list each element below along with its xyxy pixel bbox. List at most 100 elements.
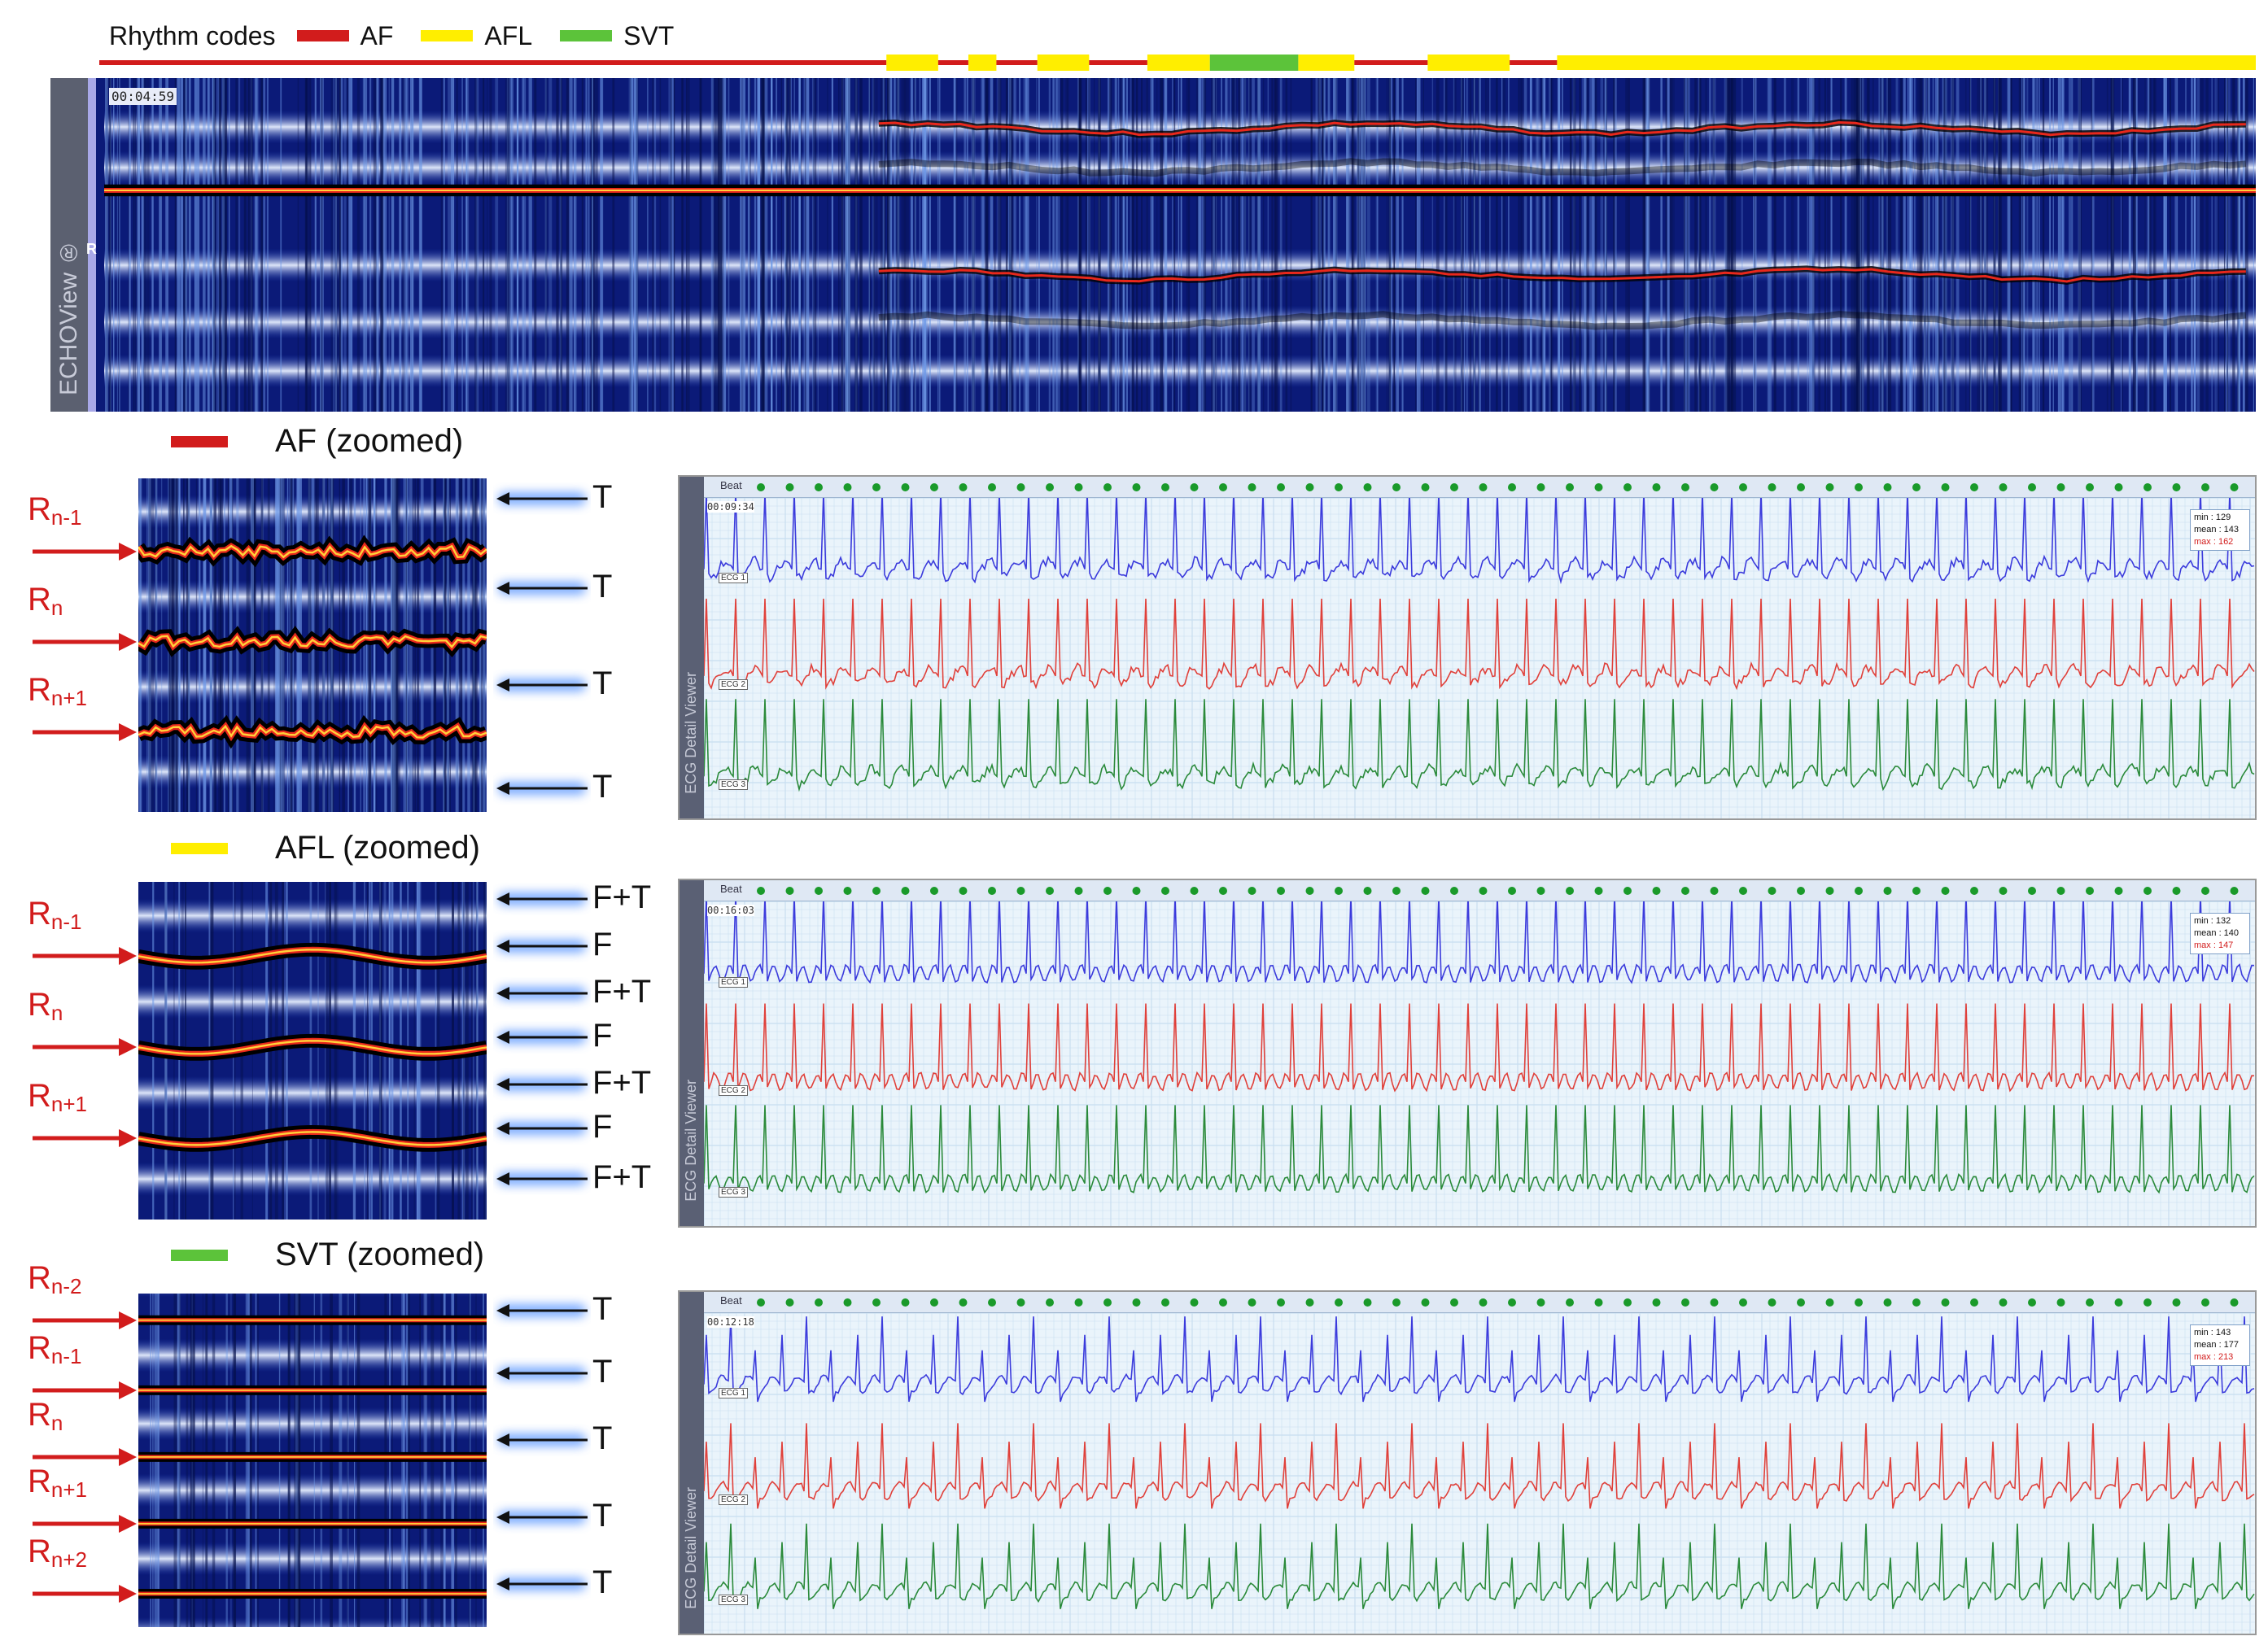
r-arrow-icon xyxy=(33,1447,137,1466)
zoomed-echo-svg xyxy=(138,1294,487,1627)
r-label: Rn+1 xyxy=(28,1078,87,1117)
beat-label: Beat xyxy=(720,1294,742,1307)
zoomed-echo-image xyxy=(138,1294,487,1627)
r-label: Rn xyxy=(28,581,63,620)
r-label: Rn+1 xyxy=(28,1463,87,1502)
ecg-trace-lead xyxy=(703,598,2255,691)
ecg-viewer-title: ECG Detail Viewer xyxy=(683,672,699,794)
rhythm-segment-af xyxy=(1354,60,1428,65)
stat-max: max : 147 xyxy=(2194,940,2234,950)
ecg-grid xyxy=(703,1312,2255,1634)
echoview-brand: ECHOView ® xyxy=(55,238,82,396)
zoomed-echo-image xyxy=(138,882,487,1220)
wave-label: F+T xyxy=(592,879,652,915)
wave-arrow-icon xyxy=(496,1303,588,1317)
legend-swatch-af xyxy=(296,30,349,41)
echoview-sidebar: ECHOView ® xyxy=(50,78,96,412)
beat-markers xyxy=(757,887,2239,895)
panel-swatch xyxy=(171,842,228,854)
legend-label-af: AF xyxy=(360,20,394,50)
zoomed-echo-svg xyxy=(138,478,487,812)
rhythm-segment-afl xyxy=(968,55,997,71)
r-label: Rn-1 xyxy=(28,1329,82,1368)
ecg-detail-viewer: ECG Detail Viewer Beat 00:16:03 ECG 1 ECG 2 E… xyxy=(678,879,2257,1228)
wave-arrow-icon xyxy=(496,1433,588,1447)
wave-label: T xyxy=(592,1420,613,1457)
panel-title-1: AFL (zoomed) xyxy=(171,830,480,866)
ecg-trace-lead xyxy=(703,1003,2255,1093)
stat-min: min : 129 xyxy=(2194,513,2231,522)
rhythm-segment-afl xyxy=(1147,55,1210,71)
ecg-viewer-title: ECG Detail Viewer xyxy=(683,1080,699,1202)
legend-label-afl: AFL xyxy=(484,20,533,50)
r-label: Rn xyxy=(28,987,63,1026)
legend-swatch-svt xyxy=(560,30,613,41)
beat-header: Beat xyxy=(704,477,2255,498)
wave-arrow-icon xyxy=(496,939,588,953)
r-label: Rn-2 xyxy=(28,1259,82,1298)
ecg-timestamp: 00:12:18 xyxy=(707,1316,754,1328)
panel-title-text: AF (zoomed) xyxy=(275,423,464,459)
wave-arrow-icon xyxy=(496,782,588,796)
wave-arrow-icon xyxy=(496,582,588,596)
wave-label: F xyxy=(592,1108,613,1145)
ecg-timestamp: 00:16:03 xyxy=(707,905,754,916)
wave-label: T xyxy=(592,1497,613,1534)
ecg-detail-viewer: ECG Detail Viewer Beat 00:09:34 ECG 1 ECG 2 E… xyxy=(678,475,2257,820)
wave-arrow-icon xyxy=(496,892,588,905)
ecg-grid xyxy=(703,491,2255,818)
lead-label: ECG 3 xyxy=(719,1595,749,1606)
r-arrow-icon xyxy=(33,1514,137,1533)
rhythm-code-strip xyxy=(99,55,2256,71)
wave-label: T xyxy=(592,569,613,605)
r-label: Rn-1 xyxy=(28,491,82,530)
rate-stats-box: min : 129 mean : 143 max : 162 xyxy=(2190,509,2250,551)
lead-label: ECG 3 xyxy=(719,1186,749,1198)
stat-min: min : 143 xyxy=(2194,1328,2231,1337)
r-arrow-icon xyxy=(33,1129,137,1148)
rhythm-legend: Rhythm codes AF AFL SVT xyxy=(109,15,674,57)
panel-title-2: SVT (zoomed) xyxy=(171,1237,484,1273)
rhythm-segment-af xyxy=(99,60,887,65)
r-arrow-icon xyxy=(33,1038,137,1057)
rhythm-segment-afl xyxy=(886,55,938,71)
ecg-trace-lead xyxy=(703,491,2255,585)
lead-label: ECG 1 xyxy=(719,976,749,988)
legend-swatch-afl xyxy=(421,30,474,41)
rhythm-segment-af xyxy=(1089,60,1147,65)
panel-title-0: AF (zoomed) xyxy=(171,423,463,460)
r-arrow-icon xyxy=(33,1585,137,1603)
rhythm-segment-afl xyxy=(1427,55,1510,71)
zoomed-echo-image xyxy=(138,478,487,812)
ecg-grid xyxy=(703,895,2255,1226)
ecg-trace-lead xyxy=(703,895,2255,984)
rate-stats-box: min : 132 mean : 140 max : 147 xyxy=(2190,913,2250,954)
wave-label: T xyxy=(592,665,613,702)
r-arrow-icon xyxy=(33,1381,137,1399)
ecg-viewer-sidebar: ECG Detail Viewer xyxy=(680,880,704,1226)
wave-arrow-icon xyxy=(496,1367,588,1381)
wave-label: F+T xyxy=(592,1159,652,1196)
r-label: Rn+1 xyxy=(28,671,87,710)
ecg-timestamp: 00:09:34 xyxy=(707,501,754,513)
ecg-trace-svg xyxy=(703,895,2255,1226)
ecg-trace-svg xyxy=(703,491,2255,818)
wave-arrow-icon xyxy=(496,986,588,1000)
zoomed-echo-svg xyxy=(138,882,487,1220)
wave-arrow-icon xyxy=(496,1577,588,1590)
stat-min: min : 132 xyxy=(2194,916,2231,926)
wave-arrow-icon xyxy=(496,1030,588,1044)
lead-label: ECG 1 xyxy=(719,1387,749,1398)
legend-label-svt: SVT xyxy=(623,20,675,50)
wave-label: T xyxy=(592,1290,613,1327)
rhythm-segment-afl xyxy=(1037,55,1090,71)
wave-label: T xyxy=(592,769,613,805)
rhythm-segment-af xyxy=(996,60,1038,65)
beat-header: Beat xyxy=(704,1292,2255,1313)
echoview-timestamp: 00:04:59 xyxy=(109,88,177,105)
stat-max: max : 213 xyxy=(2194,1351,2234,1362)
panel-title-text: SVT (zoomed) xyxy=(275,1237,485,1272)
wave-label: F+T xyxy=(592,1065,652,1101)
r-label: Rn+2 xyxy=(28,1534,87,1572)
wave-arrow-icon xyxy=(496,679,588,692)
